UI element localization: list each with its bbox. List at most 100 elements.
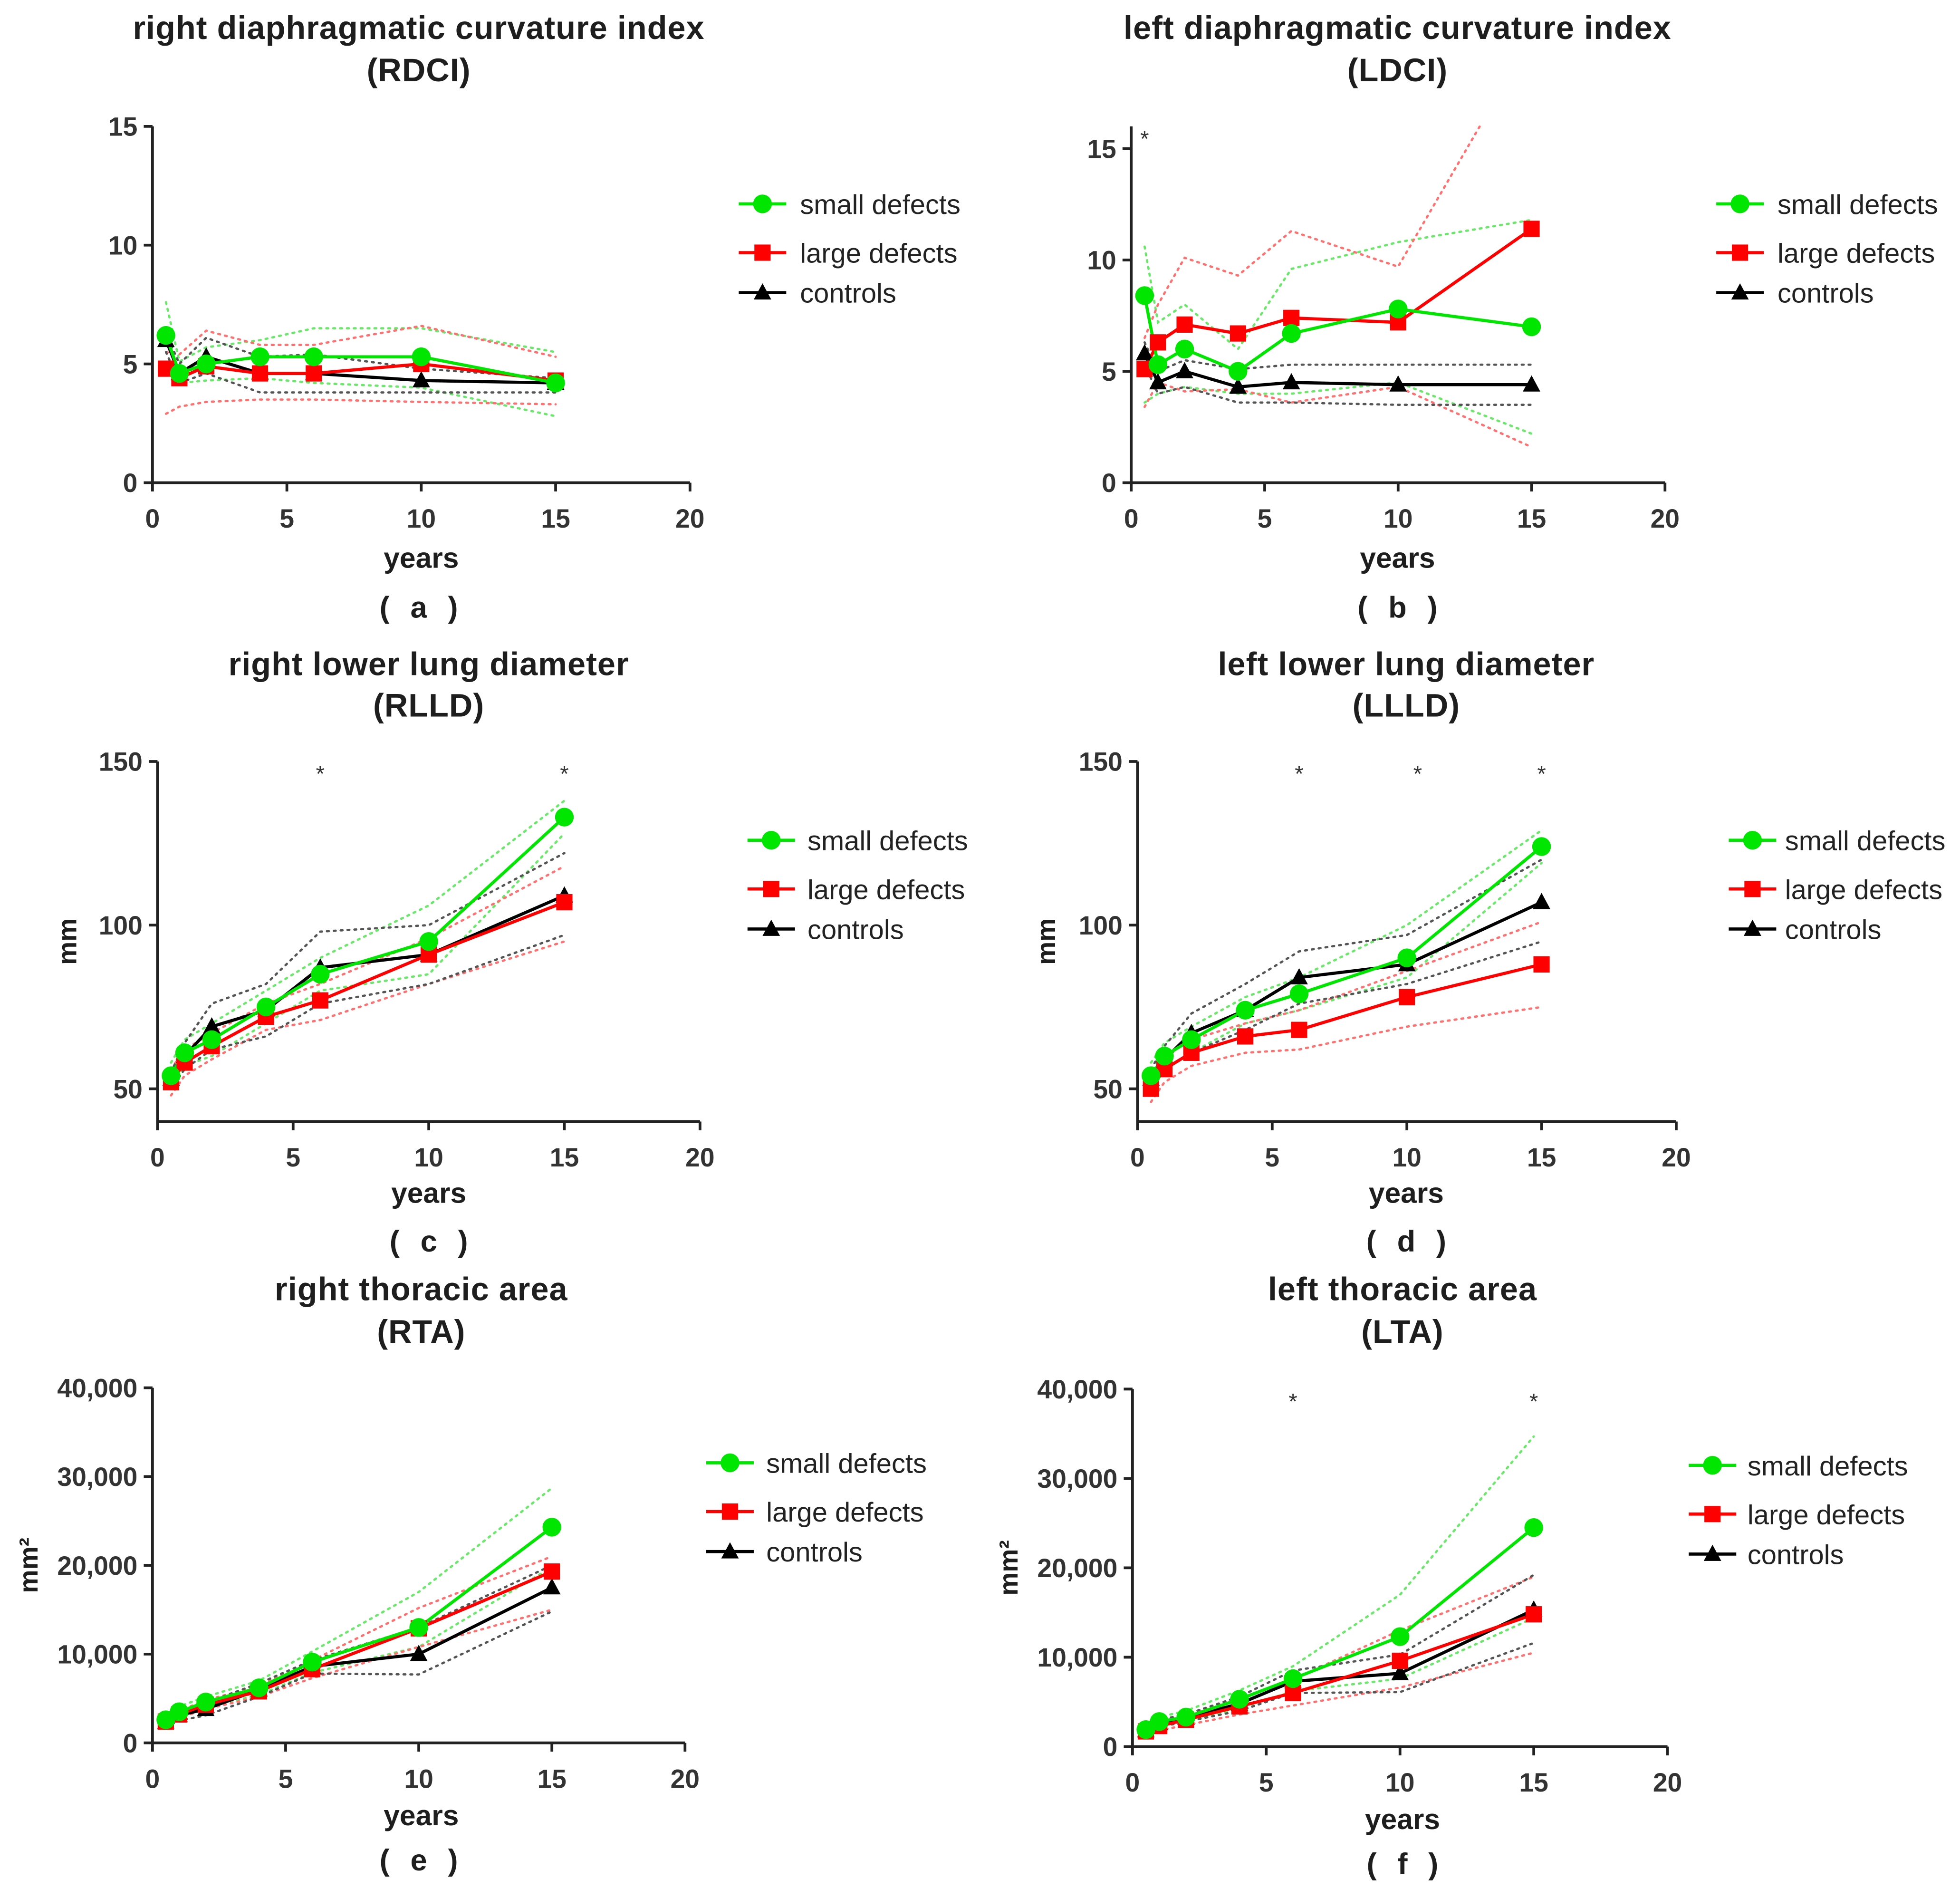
legend-label: controls (800, 279, 896, 309)
band-lower-controls (170, 934, 566, 1090)
y-axis-label: mm² (14, 1538, 43, 1593)
legend-marker-large-defects (721, 1503, 739, 1520)
legend-label: small defects (807, 826, 968, 857)
data-point-small-defects (303, 1652, 322, 1672)
data-point-controls (1389, 375, 1407, 392)
data-point-controls (412, 371, 430, 388)
data-point-large-defects (1230, 325, 1246, 342)
y-tick-label: 10 (108, 231, 137, 260)
x-tick-label: 5 (279, 504, 294, 533)
significance-asterisk: * (1288, 1389, 1297, 1414)
data-point-small-defects (170, 364, 189, 383)
data-point-controls (1290, 968, 1308, 984)
x-tick-label: 10 (1392, 1143, 1421, 1172)
chart-title: (LLLD) (1353, 687, 1460, 723)
legend-marker-controls (753, 283, 771, 300)
data-point-small-defects (1282, 324, 1301, 343)
legend-marker-controls (721, 1542, 739, 1559)
y-tick-label: 0 (123, 468, 138, 498)
data-point-small-defects (1289, 984, 1309, 1003)
legend-label: controls (807, 915, 904, 945)
data-point-large-defects (556, 894, 573, 911)
data-point-small-defects (196, 1692, 215, 1712)
legend-entry-controls: controls (706, 1537, 863, 1568)
legend-label: controls (1748, 1540, 1844, 1570)
y-tick-label: 150 (99, 747, 143, 777)
band-upper-large-defects (1144, 1575, 1535, 1729)
x-tick-label: 0 (1124, 504, 1139, 533)
x-tick-label: 5 (286, 1143, 300, 1172)
data-point-small-defects (250, 1678, 269, 1697)
data-point-small-defects (555, 808, 574, 827)
legend-marker-large-defects (754, 244, 771, 261)
data-point-large-defects (1150, 334, 1166, 351)
x-tick-label: 20 (671, 1764, 700, 1793)
band-upper-controls (1150, 858, 1543, 1070)
series-line-controls (169, 894, 565, 1080)
x-tick-label: 0 (1130, 1143, 1145, 1172)
chart-panel-b: left diaphragmatic curvature index (LDCI)… (1087, 10, 1938, 625)
x-tick-label: 20 (675, 504, 704, 533)
legend-label: large defects (1785, 875, 1942, 905)
data-point-small-defects (1176, 1707, 1196, 1727)
legend-label: small defects (1777, 190, 1938, 220)
x-tick-label: 10 (407, 504, 436, 533)
y-tick-label: 30,000 (57, 1462, 137, 1492)
legend-entry-small-defects: small defects (706, 1449, 927, 1479)
y-axis-label: mm (52, 918, 82, 965)
y-tick-label: 20,000 (1037, 1553, 1117, 1583)
legend-marker-controls (1743, 919, 1761, 936)
y-tick-label: 10,000 (1037, 1643, 1117, 1672)
x-tick-label: 0 (145, 1764, 160, 1793)
data-point-small-defects (197, 354, 216, 374)
chart-title: right diaphragmatic curvature index (133, 10, 704, 46)
legend-entry-large-defects: large defects (1689, 1500, 1905, 1530)
legend-marker-small-defects (1730, 194, 1749, 213)
data-point-controls (1176, 362, 1193, 378)
chart-panel-e: right thoracic area (RTA) 0 5 10 15 20 0 10,000 2… (14, 1272, 927, 1877)
data-point-small-defects (250, 347, 269, 366)
data-point-small-defects (1229, 362, 1248, 381)
band-lower-large-defects (170, 940, 566, 1097)
y-tick-label: 20,000 (57, 1551, 137, 1580)
legend-entry-controls: controls (747, 915, 904, 945)
panel-label: ( c ) (390, 1225, 468, 1258)
data-point-small-defects (156, 326, 175, 345)
y-tick-label: 100 (1079, 911, 1123, 940)
band-upper-controls (1143, 341, 1533, 373)
band-upper-small-defects (170, 800, 566, 1064)
band-upper-small-defects (1144, 1435, 1535, 1727)
band-lower-controls (1144, 1642, 1535, 1734)
data-point-controls (1282, 373, 1300, 390)
chart-panel-c: right lower lung diameter (RLLD) 0 5 10 15 20 5… (52, 646, 968, 1258)
chart-title: (RTA) (377, 1314, 465, 1350)
series-line-controls (165, 1586, 553, 1724)
x-tick-label: 5 (1258, 504, 1272, 533)
x-axis-label: years (1360, 541, 1435, 574)
data-point-small-defects (1397, 948, 1416, 967)
panel-label: ( a ) (380, 591, 458, 625)
chart-title: (RLLD) (373, 687, 484, 723)
data-point-small-defects (1135, 286, 1154, 305)
x-tick-label: 20 (1653, 1768, 1682, 1797)
x-tick-label: 10 (1385, 1768, 1414, 1797)
y-tick-label: 40,000 (1037, 1375, 1117, 1404)
y-tick-label: 40,000 (57, 1373, 137, 1403)
data-point-large-defects (251, 365, 269, 382)
y-tick-label: 30,000 (1037, 1464, 1117, 1493)
chart-panel-f: left thoracic area (LTA) 0 5 10 15 20 0 10,000 20… (994, 1272, 1908, 1881)
x-tick-label: 0 (145, 504, 160, 533)
data-point-large-defects (1291, 1021, 1307, 1038)
x-tick-label: 15 (1517, 504, 1546, 533)
y-tick-label: 10,000 (57, 1640, 137, 1669)
chart-panel-a: right diaphragmatic curvature index (RDCI… (108, 10, 961, 625)
legend-entry-small-defects: small defects (739, 190, 961, 220)
x-tick-label: 20 (1651, 504, 1680, 533)
data-point-controls (543, 1578, 561, 1595)
legend-entry-large-defects: large defects (747, 875, 965, 905)
series-line-large-defects (1143, 227, 1533, 370)
data-point-small-defects (542, 1518, 561, 1537)
chart-title: left thoracic area (1268, 1272, 1537, 1308)
data-point-controls (1149, 373, 1167, 390)
legend-marker-controls (1703, 1544, 1721, 1561)
